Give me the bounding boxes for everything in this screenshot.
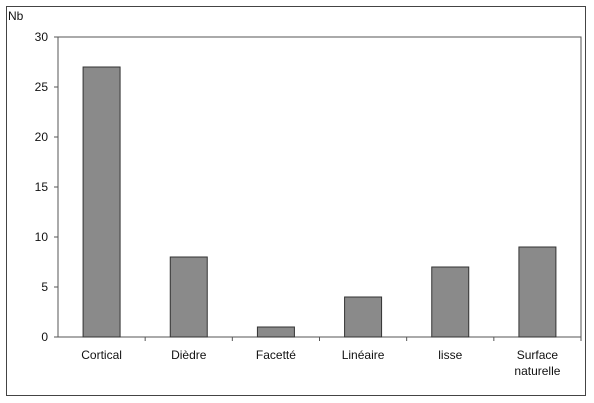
y-tick-label: 25 xyxy=(35,80,49,94)
bar xyxy=(169,256,208,338)
bar xyxy=(344,296,383,338)
y-tick-label: 5 xyxy=(41,280,48,294)
x-category-label: Surface xyxy=(517,348,559,362)
y-tick-label: 0 xyxy=(41,330,48,344)
x-category-label: Dièdre xyxy=(171,348,207,362)
y-tick-label: 15 xyxy=(35,180,49,194)
bar xyxy=(256,326,295,338)
x-category-label: Linéaire xyxy=(342,348,385,362)
x-category-label: Cortical xyxy=(81,348,122,362)
y-tick-label: 10 xyxy=(35,230,49,244)
x-category-label: Facetté xyxy=(256,348,296,362)
bars xyxy=(82,66,557,338)
x-category-label: lisse xyxy=(438,348,462,362)
x-category-label: naturelle xyxy=(514,364,560,378)
bar xyxy=(518,246,557,338)
y-axis: 0 5 10 15 20 25 30 xyxy=(35,30,58,344)
bar xyxy=(82,66,121,338)
y-tick-label: 30 xyxy=(35,30,49,44)
bar xyxy=(431,266,470,338)
plot-area xyxy=(57,36,582,338)
y-tick-label: 20 xyxy=(35,130,49,144)
y-axis-label: Nb xyxy=(8,9,24,23)
x-axis: Cortical Dièdre Facetté Linéaire lisse Surfac… xyxy=(81,337,582,378)
